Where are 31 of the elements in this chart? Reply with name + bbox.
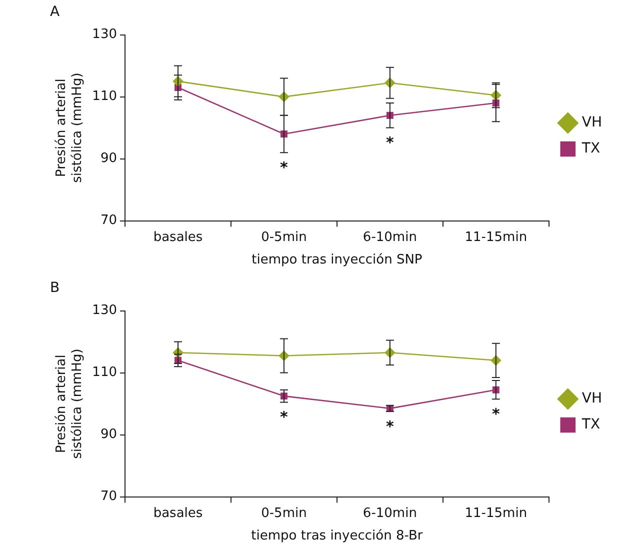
x-tick-label: 0-5min (261, 506, 307, 521)
x-tick-label: 6-10min (362, 230, 417, 245)
y-axis-title: Presión arterial sistólica (mmHg) (54, 72, 85, 183)
annotation: * (386, 417, 394, 436)
y-tick-label: 110 (92, 89, 118, 104)
x-tick-label: 0-5min (261, 230, 307, 245)
x-tick-label: basales (153, 230, 203, 245)
annotation: * (280, 158, 288, 176)
chart-title: A (50, 4, 60, 20)
x-axis-title: tiempo tras inyección 8-Br (251, 528, 424, 544)
chart-title: B (50, 280, 60, 296)
x-tick-label: basales (153, 506, 203, 521)
legend-label: TX (580, 140, 600, 157)
y-tick-label: 130 (92, 27, 118, 42)
annotation: * (280, 408, 288, 426)
legend-label: VH (582, 114, 602, 131)
y-tick-label: 70 (100, 213, 118, 228)
x-tick-label: 11-15min (464, 506, 528, 521)
x-tick-label: 6-10min (362, 506, 417, 521)
annotation: * (492, 405, 500, 424)
x-tick-label: 11-15min (464, 230, 528, 245)
legend-label: TX (580, 416, 600, 433)
y-tick-label: 110 (92, 365, 118, 380)
y-tick-label: 130 (92, 303, 118, 318)
x-axis-title: tiempo tras inyección SNP (252, 252, 422, 268)
y-tick-label: 70 (100, 489, 118, 504)
y-tick-label: 90 (100, 427, 118, 442)
legend-label: VH (582, 390, 602, 407)
y-tick-label: 90 (100, 151, 118, 166)
y-axis-title: Presión arterial sistólica (mmHg) (54, 348, 85, 459)
annotation: * (386, 134, 394, 152)
